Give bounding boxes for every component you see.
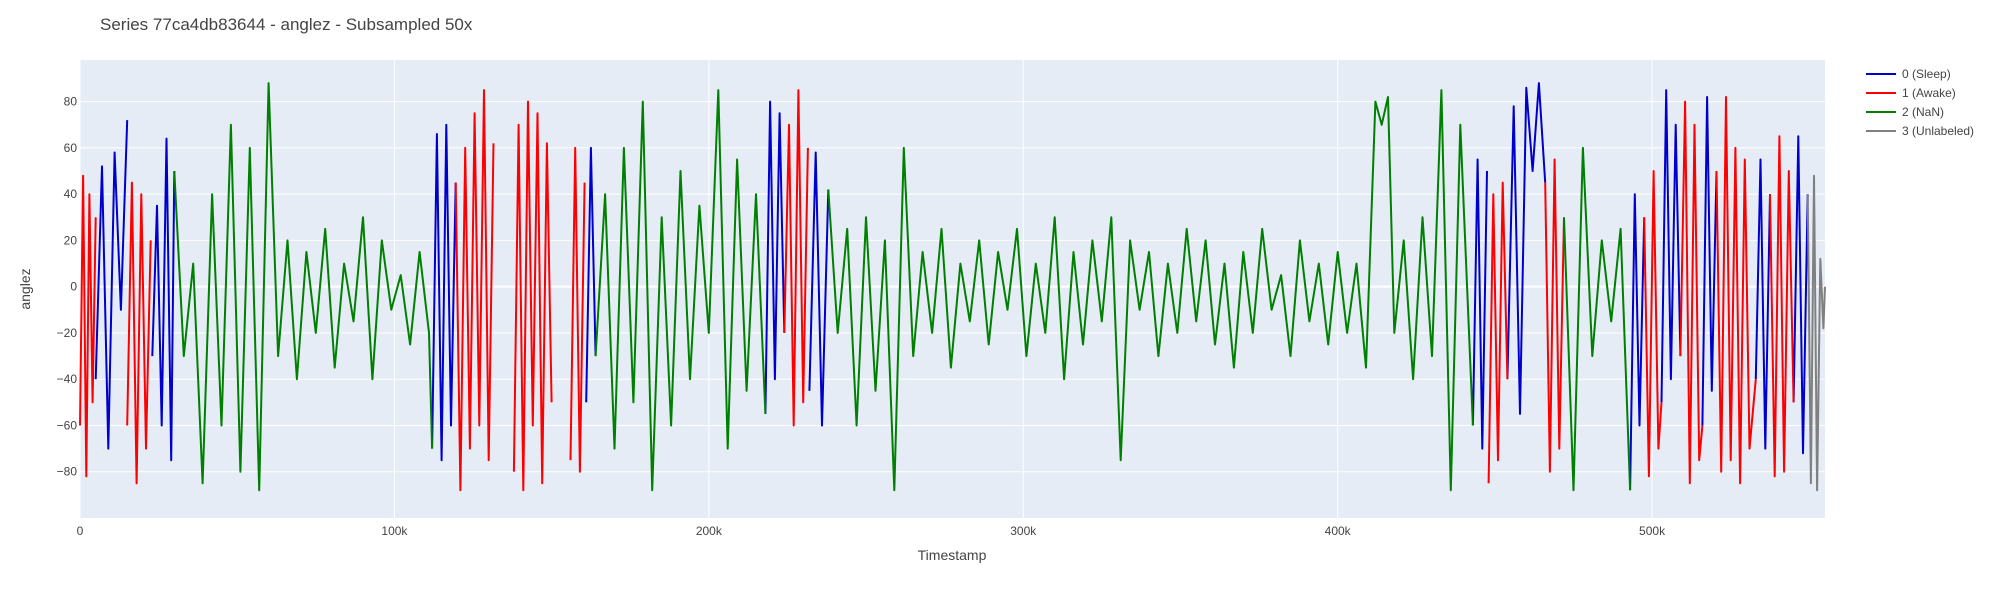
series-line-segment	[1629, 193, 1646, 491]
series-line-segment	[1506, 82, 1547, 415]
series-line-segment	[79, 174, 97, 478]
series-line-segment	[827, 89, 1474, 492]
series-line-segment	[1701, 96, 1718, 426]
y-tick-label: 60	[64, 141, 78, 155]
x-tick-label: 400k	[1325, 524, 1352, 538]
series-3	[1806, 174, 1826, 492]
y-axis-title: anglez	[17, 268, 33, 309]
x-tick-label: 100k	[381, 524, 408, 538]
legend-label: 0 (Sleep)	[1902, 67, 1951, 81]
series-line-segment	[173, 82, 434, 492]
series-2	[173, 82, 1632, 492]
series-line-segment	[1643, 170, 1663, 478]
y-tick-label: −40	[57, 372, 78, 386]
series-line-segment	[1754, 158, 1771, 450]
y-tick-label: −60	[57, 418, 78, 432]
series-line-segment	[94, 120, 129, 450]
x-axis-title: Timestamp	[918, 547, 987, 563]
legend-label: 2 (NaN)	[1902, 105, 1944, 119]
legend[interactable]: 0 (Sleep) 1 (Awake) 2 (NaN) 3 (Unlabeled)	[1866, 67, 1974, 138]
series-lines	[79, 82, 1826, 492]
legend-item[interactable]: 3 (Unlabeled)	[1866, 124, 1974, 138]
legend-label: 1 (Awake)	[1902, 86, 1956, 100]
series-line-segment	[512, 100, 553, 492]
legend-item[interactable]: 2 (NaN)	[1866, 105, 1944, 119]
series-line-segment	[1471, 158, 1488, 450]
series-line-segment	[454, 89, 495, 492]
legend-label: 3 (Unlabeled)	[1902, 124, 1974, 138]
series-line-segment	[569, 146, 586, 473]
series-line-segment	[1563, 146, 1632, 492]
axis-ticks: 0 100k 200k 300k 400k 500k 80 60 40 20 0 −20 −40 −60 −…	[57, 95, 1666, 538]
series-0	[94, 82, 1809, 491]
legend-item[interactable]: 0 (Sleep)	[1866, 67, 1951, 81]
x-tick-label: 200k	[696, 524, 723, 538]
series-line-segment	[764, 100, 786, 414]
series-line-segment	[126, 181, 152, 485]
series-line-segment	[1806, 174, 1826, 492]
grid	[79, 60, 1825, 518]
chart-title: Series 77ca4db83644 - anglez - Subsample…	[100, 15, 473, 34]
series-line-segment	[1660, 89, 1682, 403]
series-line-segment	[1792, 135, 1809, 455]
series-line-segment	[783, 89, 809, 427]
x-tick-label: 0	[77, 524, 84, 538]
series-line-segment	[151, 137, 176, 462]
series-line-segment	[808, 151, 830, 427]
series-line-segment	[1715, 96, 1757, 485]
y-tick-label: −20	[57, 326, 78, 340]
series-line-segment	[594, 89, 767, 492]
y-tick-label: 40	[64, 187, 78, 201]
series-line-segment	[585, 146, 597, 403]
y-tick-label: 20	[64, 233, 78, 247]
y-tick-label: 0	[70, 280, 77, 294]
series-line-segment	[1679, 100, 1704, 485]
series-line-segment	[1487, 181, 1509, 484]
series-line-segment	[1769, 135, 1795, 478]
y-tick-label: 80	[64, 95, 78, 109]
series-line-segment	[431, 123, 457, 462]
series-line-segment	[1544, 158, 1565, 473]
x-tick-label: 300k	[1010, 524, 1037, 538]
x-tick-label: 500k	[1639, 524, 1666, 538]
y-tick-label: −80	[57, 465, 78, 479]
legend-item[interactable]: 1 (Awake)	[1866, 86, 1956, 100]
series-1	[79, 89, 1795, 492]
